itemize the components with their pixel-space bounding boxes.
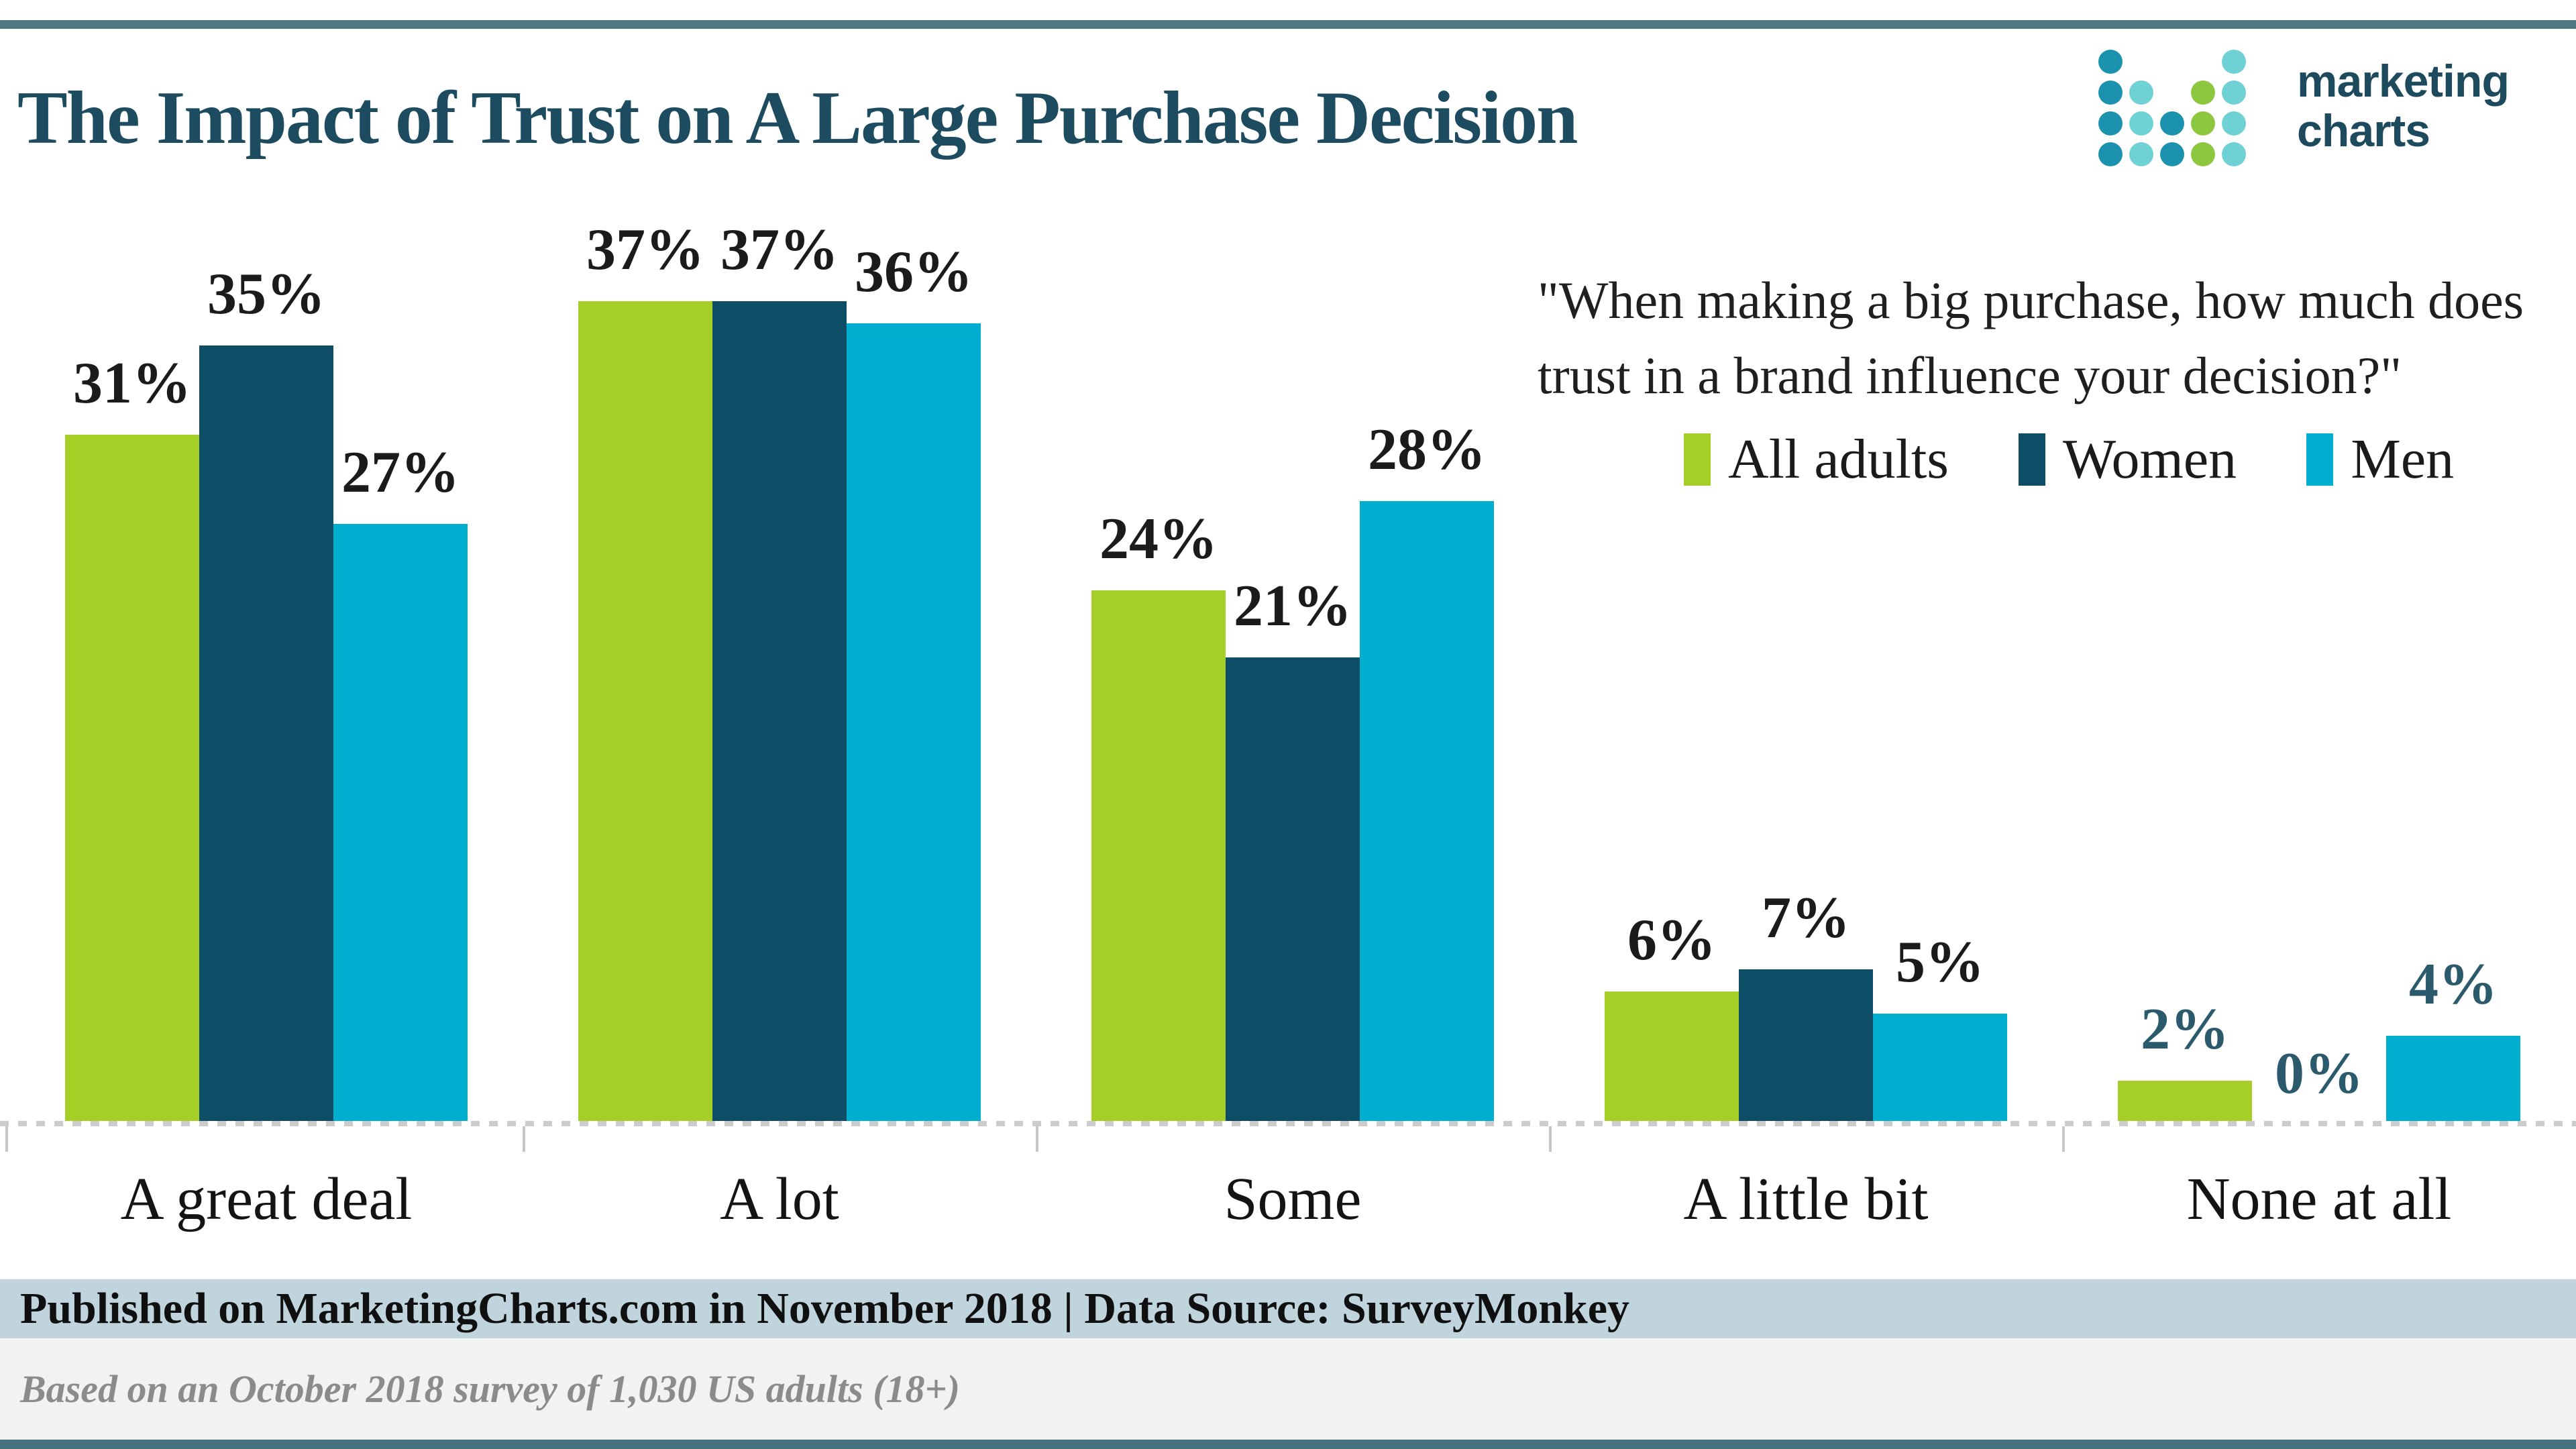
legend-item: Women [2019, 427, 2237, 492]
survey-question: "When making a big purchase, how much do… [1538, 263, 2524, 413]
logo-wordmark-line2: charts [2297, 105, 2430, 156]
logo-dot [2098, 111, 2123, 136]
axis-tick [5, 1126, 8, 1152]
bar-value-label: 24% [1099, 506, 1218, 572]
top-border [0, 20, 2576, 29]
logo-dot [2129, 111, 2153, 136]
survey-question-line2: trust in a brand influence your decision… [1538, 346, 2402, 405]
bar: 7% [1739, 885, 1873, 1125]
bar-value-label: 0% [2275, 1041, 2363, 1106]
logo-dot [2129, 80, 2153, 105]
logo-dot [2222, 80, 2246, 105]
category-label: None at all [2186, 1166, 2452, 1232]
bar: 35% [199, 262, 333, 1125]
logo-dot [2191, 80, 2215, 105]
bar-value-label: 6% [1627, 908, 1716, 973]
logo-dot [2222, 111, 2246, 136]
logo-dot [2098, 80, 2123, 105]
footer-note-band: Based on an October 2018 survey of 1,030… [0, 1338, 2576, 1440]
logo-dot [2098, 142, 2123, 166]
page-title: The Impact of Trust on A Large Purchase … [17, 76, 1578, 160]
logo-wordmark-line1: marketing [2297, 56, 2510, 107]
legend-label: All adults [1728, 428, 1949, 490]
logo-dot [2129, 142, 2153, 166]
axis-tick [1549, 1126, 1552, 1152]
category-label: Some [1224, 1166, 1362, 1232]
bar: 37% [712, 217, 847, 1125]
legend-label: Men [2351, 428, 2455, 490]
logo-dot [2191, 142, 2215, 166]
legend-item: All adults [1684, 427, 1949, 492]
x-axis-baseline [0, 1121, 2576, 1126]
bar: 27% [333, 440, 468, 1125]
footer-published-band: Published on MarketingCharts.com in Nove… [0, 1279, 2576, 1338]
category-label: A little bit [1683, 1166, 1929, 1232]
bar: 28% [1360, 417, 1494, 1125]
bar: 37% [578, 217, 712, 1125]
bar: 21% [1226, 574, 1360, 1125]
legend-swatch [2019, 433, 2045, 486]
category-label: A great deal [120, 1166, 413, 1232]
bar: 31% [65, 351, 199, 1125]
logo-wordmark: marketing charts [2297, 56, 2510, 156]
survey-question-line1: "When making a big purchase, how much do… [1538, 271, 2524, 329]
bar-value-label: 35% [207, 262, 325, 327]
logo-dot [2191, 111, 2215, 136]
bar-value-label: 5% [1896, 930, 1984, 995]
bar: 4% [2386, 952, 2520, 1125]
bar-value-label: 36% [855, 239, 973, 305]
bar-value-label: 37% [720, 217, 839, 282]
bar-value-label: 7% [1762, 885, 1850, 951]
axis-tick [523, 1126, 525, 1152]
footer-published-text: Published on MarketingCharts.com in Nove… [20, 1284, 1630, 1333]
bottom-border [0, 1440, 2576, 1449]
logo-dot [2098, 50, 2123, 74]
footer-note-text: Based on an October 2018 survey of 1,030… [20, 1367, 960, 1411]
bar-value-label: 21% [1234, 574, 1352, 639]
bar-value-label: 37% [586, 217, 704, 282]
logo-dot [2160, 142, 2184, 166]
bar-value-label: 2% [2141, 997, 2229, 1062]
logo-dot [2222, 142, 2246, 166]
bar: 5% [1873, 930, 2007, 1125]
bar-value-label: 28% [1368, 417, 1486, 482]
bar: 24% [1091, 506, 1226, 1125]
legend-item: Men [2306, 427, 2454, 492]
plot-area: 31% 35% 27% 37% 37% 36% 24% 21% 28% 6% 7% 5% 2% 0% 4% [65, 217, 2520, 1125]
legend-swatch [1684, 433, 1711, 486]
axis-tick [2062, 1126, 2065, 1152]
logo-dot [2160, 111, 2184, 136]
bar: 2% [2118, 997, 2252, 1125]
legend-label: Women [2063, 428, 2237, 490]
category-label: A lot [720, 1166, 839, 1232]
logo-dots-icon [2098, 50, 2253, 166]
logo-dot [2222, 50, 2246, 74]
bar: 6% [1605, 908, 1739, 1125]
bar-value-label: 27% [341, 440, 460, 505]
bar: 36% [847, 239, 981, 1125]
bar-value-label: 31% [73, 351, 191, 416]
axis-tick [1036, 1126, 1038, 1152]
legend-swatch [2306, 433, 2334, 486]
bar-value-label: 4% [2409, 952, 2498, 1017]
legend: All adults Women Men [1684, 427, 2454, 492]
